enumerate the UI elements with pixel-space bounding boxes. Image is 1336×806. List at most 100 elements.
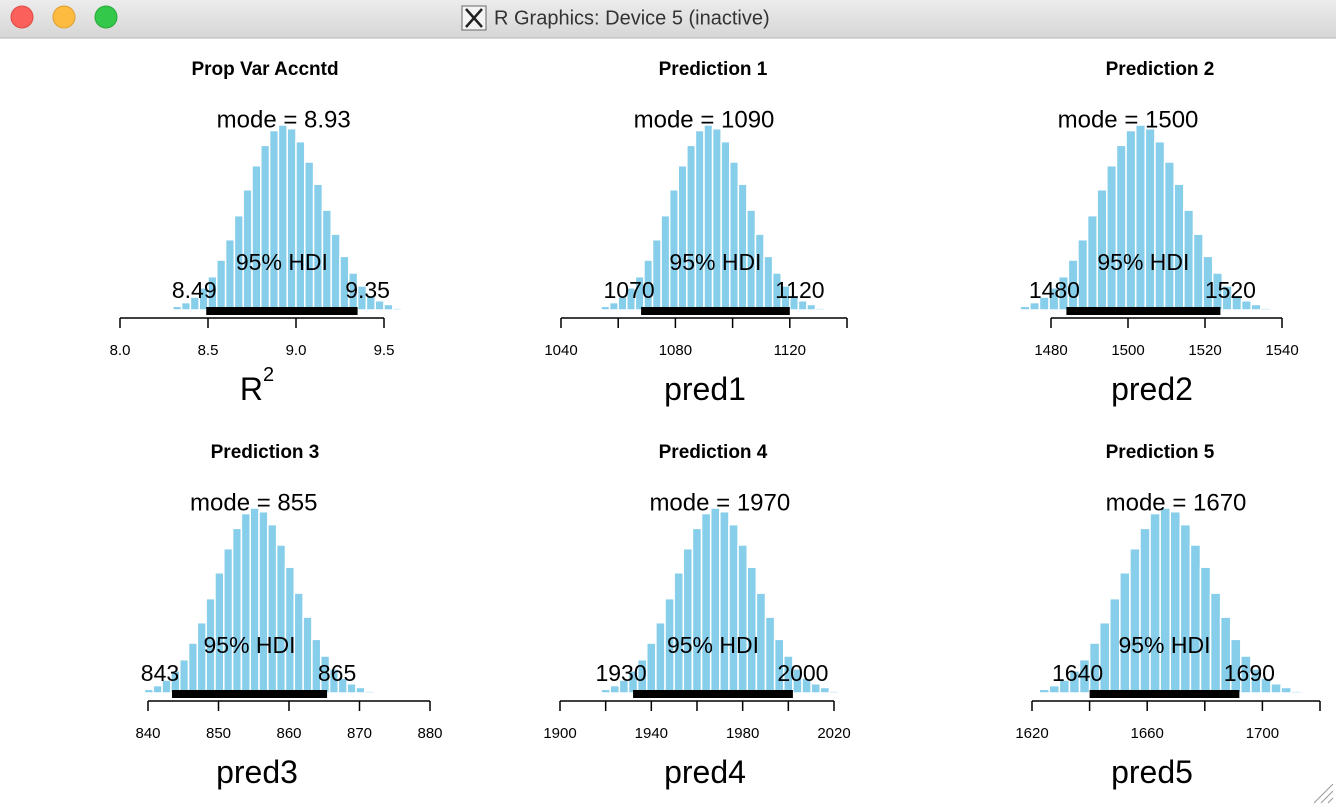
histogram-bar: [682, 547, 694, 694]
histogram-bar: [330, 233, 341, 311]
histogram-bar: [691, 527, 703, 694]
histogram-bar: [746, 566, 758, 694]
histogram-bar: [275, 544, 287, 694]
panel-title: Prediction 3: [211, 442, 320, 463]
x-axis-label: pred3: [216, 754, 298, 790]
histogram-bar: [1029, 301, 1041, 311]
histogram-bar: [1260, 307, 1272, 311]
histogram-bar: [1115, 144, 1127, 311]
x-axis-label: pred4: [664, 754, 746, 790]
histogram-bar: [223, 547, 234, 694]
histogram-bar: [293, 592, 304, 694]
hdi-bar: [171, 690, 328, 698]
resize-grip[interactable]: [1313, 783, 1334, 804]
histogram-bar: [364, 690, 375, 694]
histogram-bar: [1169, 510, 1182, 694]
histogram-bar: [178, 658, 190, 694]
x-axis-label-text: R: [240, 371, 263, 407]
histogram-panel: Prop Var Accntd 8.0 8.5 9.0 9.5 8.49 9.35 95% H…: [110, 59, 403, 407]
histogram-bar: [711, 127, 722, 311]
histogram-bar: [720, 140, 731, 311]
hdi-label: 95% HDI: [669, 249, 761, 275]
histogram-bar: [686, 144, 697, 311]
histogram-bar: [258, 510, 269, 694]
histogram-panel: Prediction 3 840 850 860 870 880 843 865 95% HDI…: [135, 442, 442, 790]
close-button[interactable]: [10, 5, 34, 29]
x-tick-label: 1080: [659, 342, 692, 359]
histogram-bar: [1173, 183, 1185, 311]
x-tick-label: 880: [417, 725, 442, 742]
hdi-label: 95% HDI: [667, 632, 759, 658]
plots: Prop Var Accntd 8.0 8.5 9.0 9.5 8.49 9.35 95% H…: [110, 59, 1321, 790]
histogram-bar: [1280, 686, 1292, 694]
histogram-bar: [677, 164, 688, 311]
histogram-bar: [1159, 507, 1171, 694]
histogram-bar: [1048, 684, 1061, 694]
hdi-bar: [1089, 690, 1240, 698]
title-bar: [0, 0, 1336, 38]
x-tick-label: 1620: [1015, 725, 1048, 742]
x-tick-label: 1520: [1188, 342, 1221, 359]
histogram-bar: [180, 301, 192, 311]
hdi-low-label: 1480: [1029, 277, 1080, 303]
window-title: R Graphics: Device 5 (inactive): [494, 7, 770, 29]
mode-label: mode = 1090: [634, 106, 775, 133]
x-tick-label: 860: [276, 725, 301, 742]
histogram-bar: [1250, 303, 1262, 311]
histogram-bar: [249, 507, 260, 694]
histogram-bar: [1144, 127, 1156, 311]
histogram-bar: [737, 183, 748, 311]
x-tick-label: 870: [347, 725, 372, 742]
hdi-low-label: 843: [141, 660, 179, 686]
histogram-bar: [1086, 214, 1098, 311]
x-axis-label-superscript: 2: [263, 364, 274, 386]
panel-title: Prop Var Accntd: [191, 59, 338, 80]
histogram-panel: Prediction 4 1900 1940 1980 2020 1930 2000 95% …: [543, 442, 850, 790]
hdi-high-label: 1120: [775, 277, 824, 303]
hdi-label: 95% HDI: [1118, 632, 1210, 658]
histogram-bar: [646, 642, 657, 694]
hdi-low-label: 1640: [1052, 660, 1103, 686]
panel-title: Prediction 2: [1106, 59, 1215, 80]
minimize-button[interactable]: [52, 5, 76, 29]
histogram-bar: [1125, 129, 1137, 311]
histogram-bar: [1106, 164, 1118, 311]
histogram-bar: [728, 161, 740, 311]
histogram-bar: [286, 127, 297, 311]
histogram-bar: [143, 688, 155, 694]
histogram-bar: [304, 161, 315, 311]
histogram-bar: [1134, 124, 1147, 311]
histogram-bar: [1154, 140, 1166, 311]
histogram-bar: [1209, 592, 1222, 694]
x-tick-label: 1040: [544, 342, 577, 359]
histogram-bar: [1189, 544, 1202, 694]
hdi-label: 95% HDI: [1097, 249, 1189, 275]
histogram-bar: [152, 684, 163, 694]
histogram-bar: [383, 303, 394, 311]
x-axis-label: pred1: [664, 371, 746, 407]
x-tick-label: 1900: [543, 725, 576, 742]
histogram-bar: [806, 303, 817, 311]
histogram-bar: [608, 301, 619, 311]
histogram-bar: [728, 523, 739, 694]
histogram-bar: [1019, 305, 1031, 311]
x-tick-label: 1540: [1265, 342, 1298, 359]
histogram-bar: [1139, 527, 1151, 694]
x-tick-label: 1660: [1131, 725, 1164, 742]
hdi-high-label: 2000: [777, 660, 828, 686]
zoom-button[interactable]: [94, 5, 118, 29]
histogram-bar: [609, 684, 621, 694]
x-tick-label: 1500: [1111, 342, 1144, 359]
x-axis-label-text: pred3: [216, 754, 298, 790]
histogram-bar: [284, 566, 296, 694]
histogram-bar: [1149, 512, 1161, 694]
panel-title: Prediction 4: [659, 442, 768, 463]
histogram-bar: [819, 686, 831, 694]
histogram-bar: [295, 140, 306, 311]
mode-label: mode = 1500: [1058, 106, 1199, 133]
histogram-bar: [694, 129, 705, 311]
x-tick-label: 850: [206, 725, 231, 742]
x-axis-label: R2: [240, 364, 274, 407]
mode-label: mode = 1670: [1106, 489, 1247, 516]
